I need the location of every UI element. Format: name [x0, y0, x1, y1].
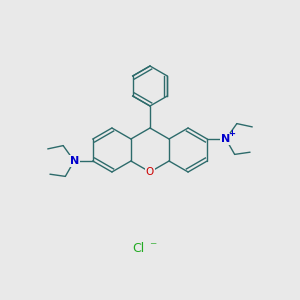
Text: O: O [146, 167, 154, 177]
Text: N: N [70, 156, 79, 166]
Text: N: N [221, 134, 230, 144]
Text: +: + [228, 128, 236, 137]
Text: Cl: Cl [132, 242, 144, 254]
Text: ⁻: ⁻ [149, 240, 157, 254]
